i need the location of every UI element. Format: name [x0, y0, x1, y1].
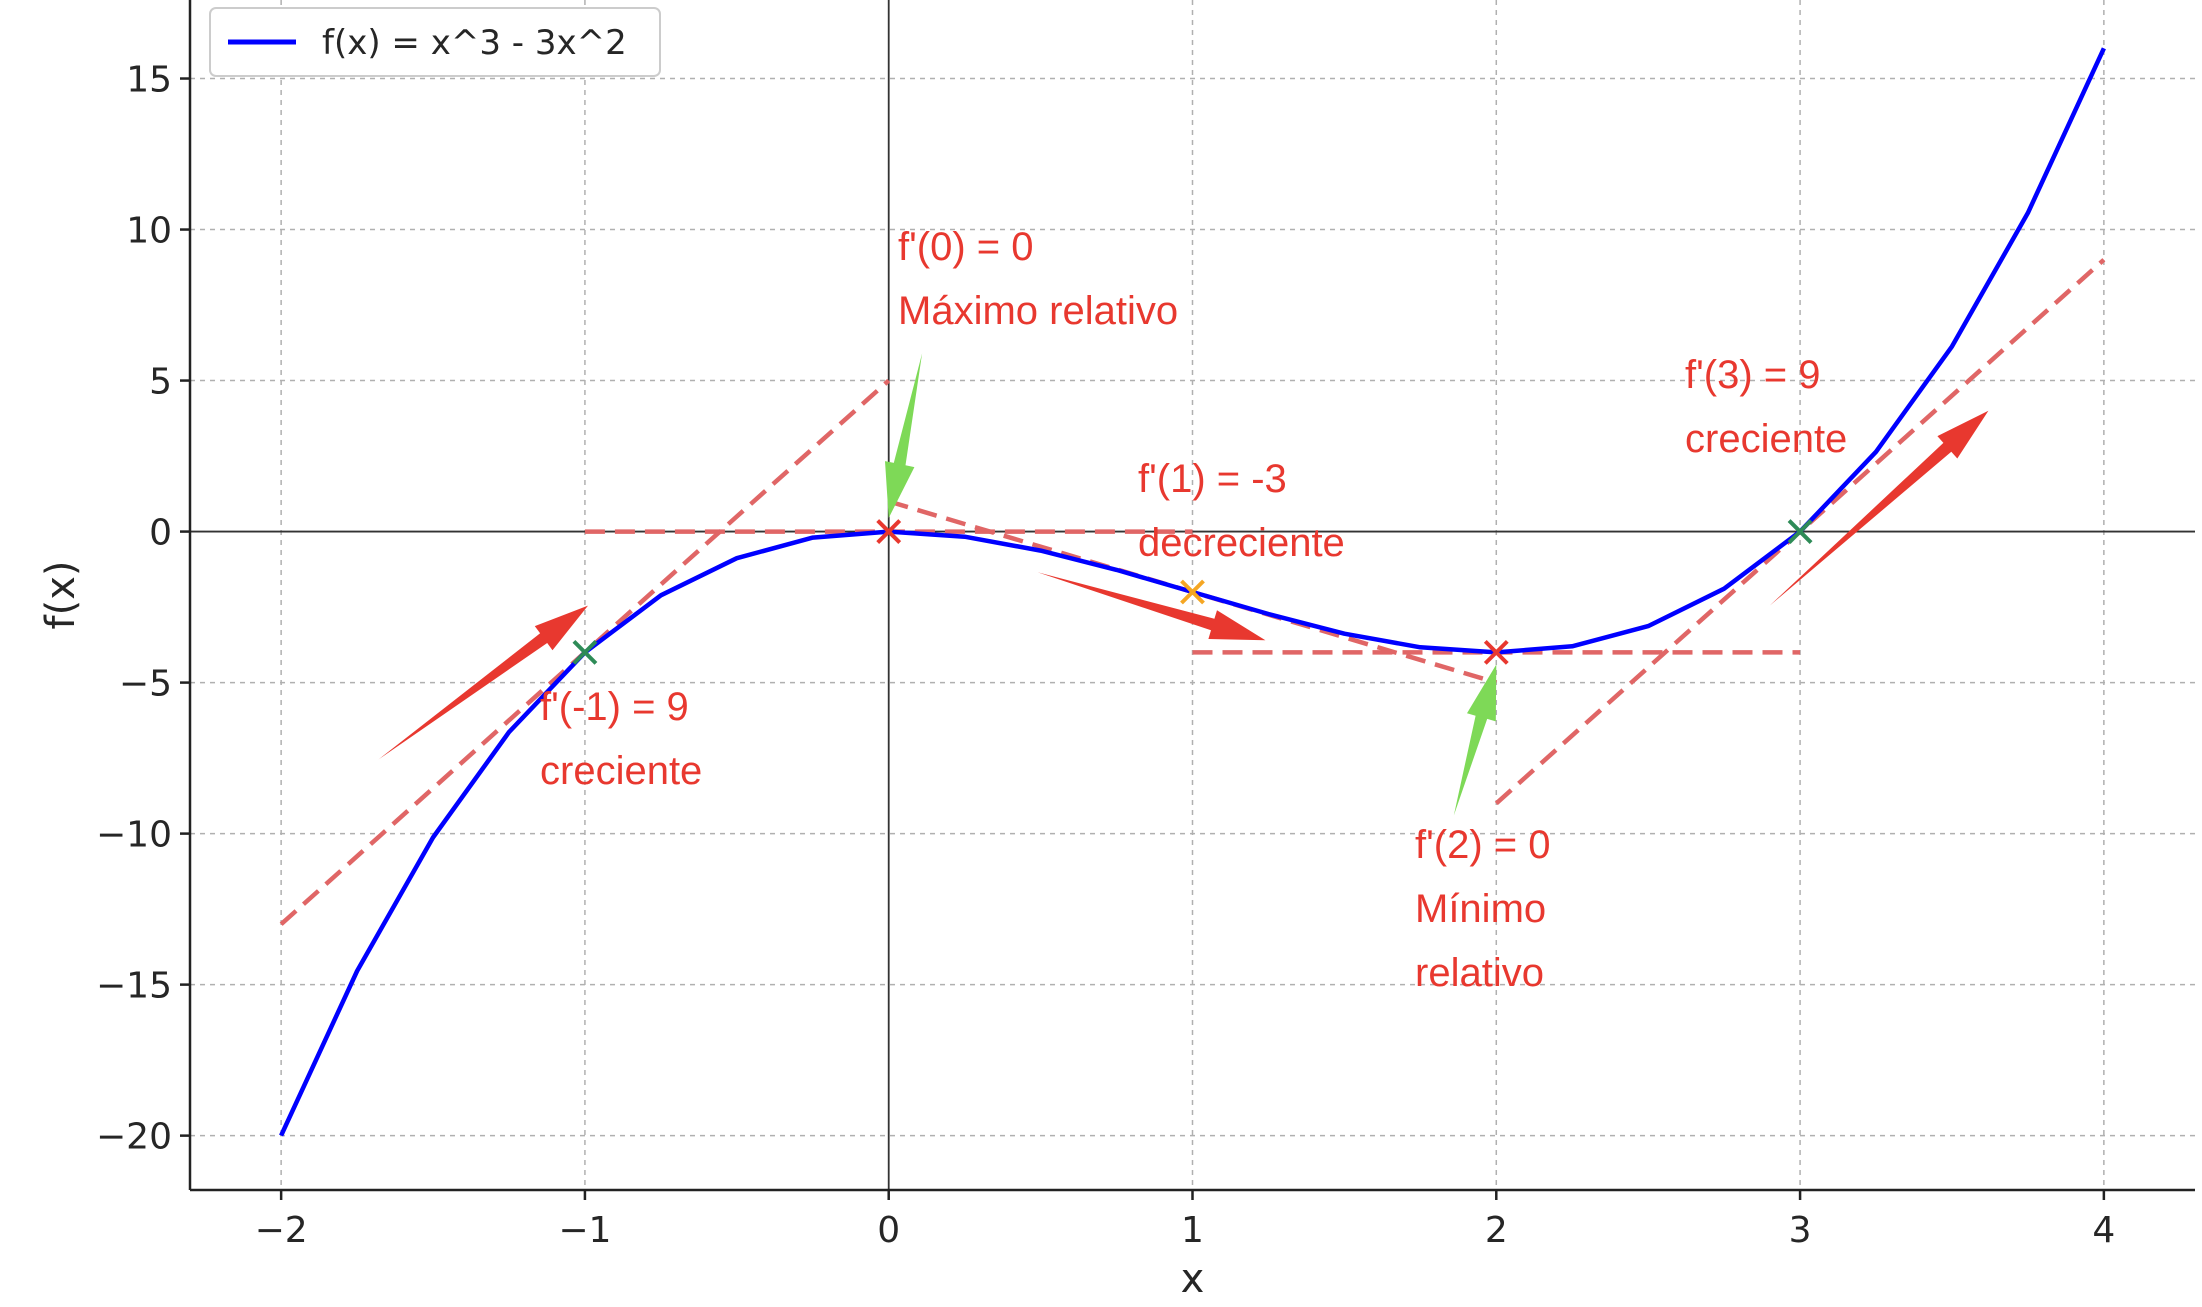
annotation-line: creciente: [540, 749, 702, 793]
annotation: f'(3) = 9 creciente: [1685, 353, 1847, 461]
annotation-line: creciente: [1685, 417, 1847, 461]
y-tick-label: −20: [96, 1117, 172, 1158]
x-tick-label: 1: [1181, 1210, 1204, 1251]
annotation-arrow: [1453, 664, 1497, 816]
point-marker: [1180, 579, 1205, 605]
marker-stroke: [1483, 639, 1509, 665]
annotation-line: f'(1) = -3: [1138, 457, 1287, 501]
annotation-arrow: [1037, 572, 1266, 641]
annotation: f'(2) = 0 Mínimo relativo: [1415, 823, 1550, 995]
y-tick-label: −10: [96, 815, 172, 856]
x-tick-label: 2: [1485, 1210, 1508, 1251]
annotation-line: f'(0) = 0: [898, 225, 1033, 269]
annotation: f'(0) = 0 Máximo relativo: [898, 225, 1178, 333]
y-tick-label: 0: [149, 513, 172, 554]
x-tick-label: 3: [1789, 1210, 1812, 1251]
marker-stroke: [1787, 519, 1813, 544]
marker-stroke: [1180, 579, 1205, 605]
x-tick-label: 0: [877, 1210, 900, 1251]
x-tick-label: −2: [255, 1210, 308, 1251]
x-axis-label: x: [1181, 1256, 1205, 1302]
annotation: f'(-1) = 9 creciente: [540, 685, 702, 793]
y-tick-label: 5: [149, 362, 172, 403]
point-marker: [876, 519, 902, 544]
x-ticks: −2 −1 0 1 2 3 4: [255, 1190, 2115, 1251]
annotation-line: f'(-1) = 9: [540, 685, 689, 729]
x-tick-label: 4: [2092, 1210, 2115, 1251]
y-tick-label: −5: [119, 664, 172, 705]
y-tick-label: −15: [96, 966, 172, 1007]
annotation-arrows: [378, 353, 1989, 816]
annotation-line: Máximo relativo: [898, 289, 1178, 333]
annotation-texts: f'(0) = 0 Máximo relativo f'(1) = -3 decrec…: [540, 225, 1847, 995]
annotation-arrow: [885, 353, 923, 518]
annotation: f'(1) = -3 decreciente: [1138, 457, 1345, 565]
marker-stroke: [876, 519, 902, 544]
annotation-line: Mínimo: [1415, 887, 1546, 931]
marker-stroke: [572, 639, 598, 665]
annotation-line: relativo: [1415, 951, 1544, 995]
annotation-line: f'(3) = 9: [1685, 353, 1820, 397]
legend-box: [209, 7, 661, 77]
annotation-line: f'(2) = 0: [1415, 823, 1550, 867]
gridlines: [190, 0, 2195, 1190]
y-tick-label: 10: [126, 211, 172, 252]
y-axis-label: f(x): [38, 561, 84, 630]
annotation-arrow: [378, 605, 588, 760]
point-marker: [572, 639, 598, 665]
point-marker: [1483, 639, 1509, 665]
legend: f(x) = x^3 - 3x^2: [209, 7, 661, 77]
y-tick-label: 15: [126, 60, 172, 101]
legend-entry-label: f(x) = x^3 - 3x^2: [322, 23, 627, 63]
x-tick-label: −1: [558, 1210, 611, 1251]
annotation-arrow: [1769, 410, 1989, 606]
annotation-line: decreciente: [1138, 521, 1345, 565]
point-markers: [572, 519, 1813, 665]
point-marker: [1787, 519, 1813, 544]
y-ticks: −20 −15 −10 −5 0 5 10 15: [96, 60, 190, 1158]
